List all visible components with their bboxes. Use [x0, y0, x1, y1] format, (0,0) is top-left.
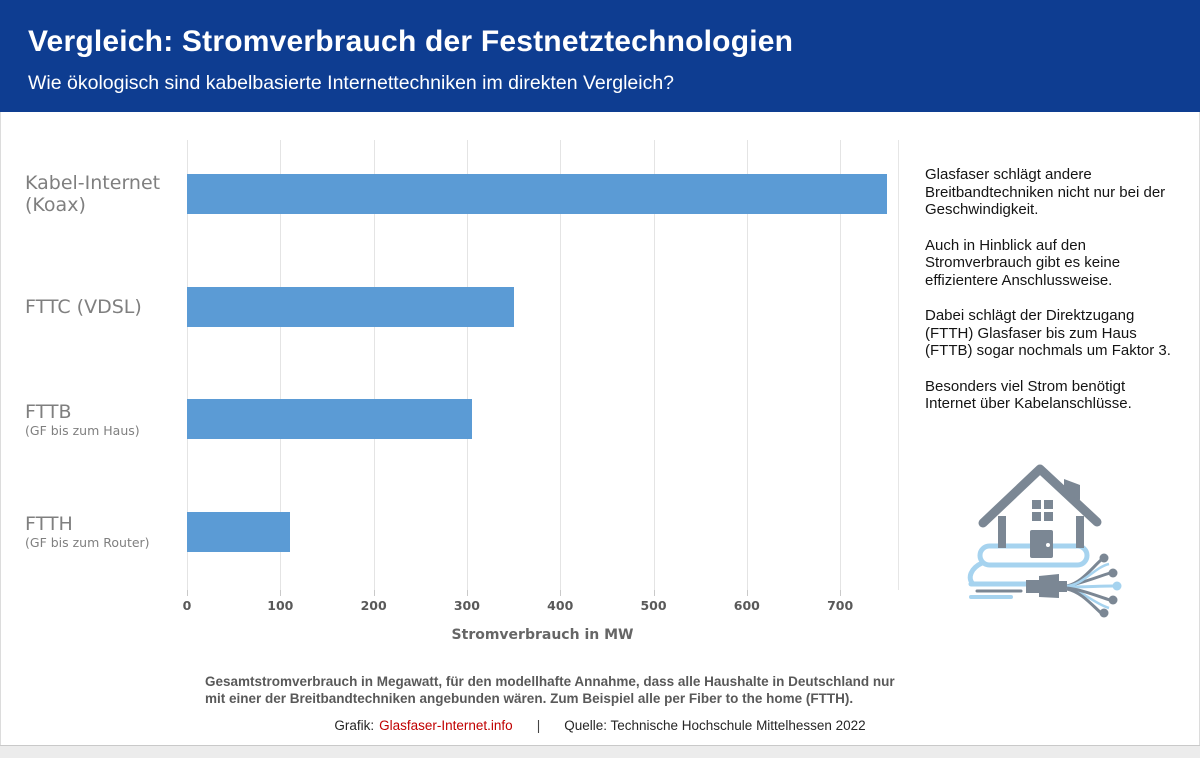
commentary-paragraph-2: Dabei schlägt der Direktzugang (FTTH) Gl… — [925, 307, 1171, 359]
category-label-sub: (Koax) — [25, 194, 86, 216]
credit-separator: | — [536, 718, 541, 733]
footnote-text: Gesamtstromverbrauch in Megawatt, für de… — [205, 674, 1035, 707]
footnote-line: Gesamtstromverbrauch in Megawatt, für de… — [205, 674, 895, 689]
commentary-paragraph-3: Besonders viel Strom benötigt Internet ü… — [925, 377, 1132, 413]
tick-mark — [840, 590, 842, 596]
x-tick-label: 0 — [182, 598, 192, 613]
bar-1 — [187, 286, 514, 327]
category-label-main: FTTH — [25, 513, 73, 535]
tick-mark — [653, 590, 655, 596]
grafik-label: Grafik: — [334, 718, 375, 733]
tick-mark — [187, 590, 188, 596]
grafik-source-link[interactable]: Glasfaser-Internet.info — [379, 718, 513, 733]
commentary-paragraph-1: Auch in Hinblick auf den Stromverbrauch … — [925, 236, 1121, 289]
header-banner: Vergleich: Stromverbrauch der Festnetzte… — [0, 0, 1200, 112]
category-label-0: Kabel-Internet (Koax) — [25, 172, 185, 216]
page-subtitle: Wie ökologisch sind kabelbasierte Intern… — [28, 72, 675, 94]
gridline — [187, 140, 188, 590]
credit-line: Grafik: Glasfaser-Internet.info | Quelle… — [0, 718, 1200, 733]
category-label-main: FTTB — [25, 400, 72, 423]
x-tick-label: 100 — [267, 598, 294, 613]
house-fiber-svg — [967, 464, 1122, 618]
gridline — [653, 140, 655, 590]
quelle-label: Quelle: Technische Hochschule Mittelhess… — [564, 718, 866, 733]
gridline — [560, 140, 562, 590]
category-label-main: FTTC (VDSL) — [25, 295, 142, 318]
bar-chart-plot-area — [187, 140, 899, 590]
x-axis-title: Stromverbrauch in MW — [451, 627, 634, 643]
x-tick-label: 600 — [733, 598, 760, 613]
gridline — [466, 140, 468, 590]
tick-mark — [560, 590, 562, 596]
bar-3 — [187, 511, 290, 552]
gridline — [373, 140, 375, 590]
gridline — [280, 140, 282, 590]
x-tick-label: 200 — [360, 598, 387, 613]
category-label-3: FTTH (GF bis zum Router) — [25, 512, 185, 552]
tick-mark — [373, 590, 375, 596]
category-label-sub: (GF bis zum Router) — [25, 535, 150, 550]
tick-mark — [466, 590, 468, 596]
gridline — [840, 140, 842, 590]
category-label-sub: (GF bis zum Haus) — [25, 422, 140, 438]
house-with-fiber-cable-icon — [963, 452, 1138, 630]
category-label-2: FTTB (GF bis zum Haus) — [25, 399, 185, 439]
category-label-main: Kabel-Internet — [25, 172, 161, 194]
category-label-1: FTTC (VDSL) — [25, 287, 185, 327]
tick-mark — [746, 590, 748, 596]
x-tick-label: 500 — [640, 598, 667, 613]
page-title: Vergleich: Stromverbrauch der Festnetzte… — [28, 25, 794, 58]
commentary-panel: Glasfaser schlägt andere Breitbandtechni… — [925, 166, 1177, 431]
x-tick-label: 700 — [827, 598, 854, 613]
x-tick-label: 400 — [547, 598, 574, 613]
gridline — [746, 140, 748, 590]
tick-mark — [280, 590, 282, 596]
commentary-paragraph-0: Glasfaser schlägt andere Breitbandtechni… — [925, 166, 1166, 218]
footnote-line: mit einer der Breitbandtechniken angebun… — [205, 690, 854, 706]
bar-2 — [187, 399, 472, 439]
x-tick-label: 300 — [453, 598, 480, 613]
bar-0 — [187, 174, 887, 214]
